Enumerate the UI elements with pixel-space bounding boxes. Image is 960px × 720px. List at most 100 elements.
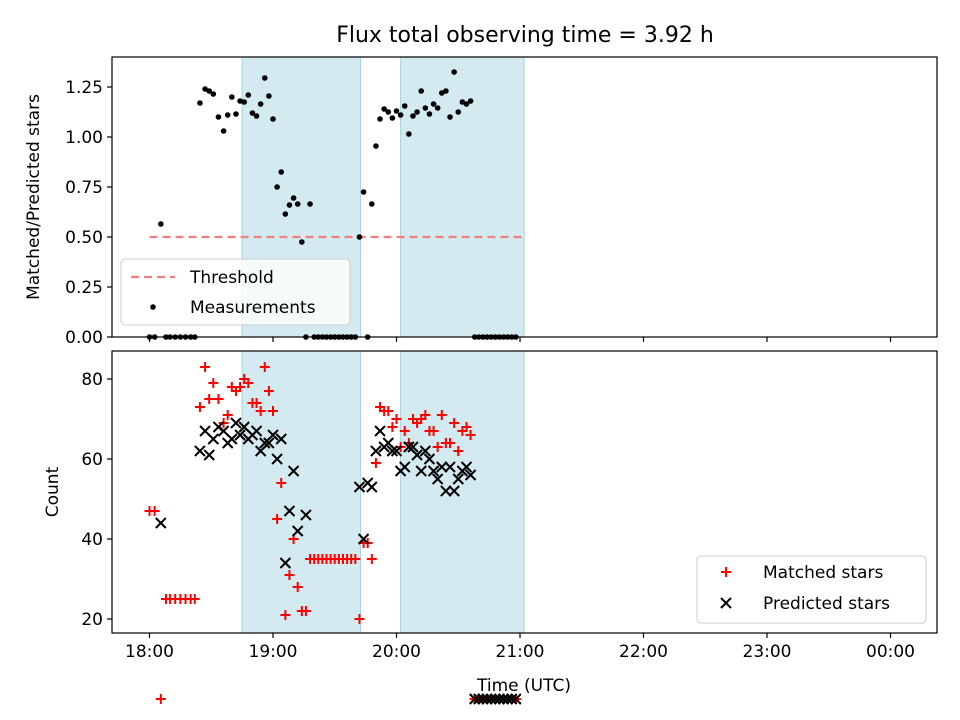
legend-matched-swatch	[721, 567, 731, 577]
measurement-point	[414, 109, 420, 115]
matched-star-marker	[428, 426, 439, 436]
shaded-region-1	[241, 350, 361, 634]
measurement-point	[463, 101, 470, 107]
y-tick-label: 60	[81, 450, 103, 470]
chart-title: Flux total observing time = 3.92 h	[336, 23, 714, 48]
x-tick-label: 21:00	[496, 642, 545, 662]
measurement-point	[406, 131, 412, 137]
matched-star-marker	[243, 378, 254, 388]
matched-star-marker	[149, 506, 160, 516]
matched-star-marker	[276, 478, 287, 488]
measurement-point	[451, 69, 457, 75]
measurement-point	[220, 128, 227, 134]
y-tick-label: 0.50	[65, 228, 103, 248]
predicted-star-marker	[460, 461, 473, 473]
measurement-point	[373, 143, 379, 149]
y-tick-label: 0.25	[65, 278, 103, 298]
predicted-star-marker	[493, 693, 506, 705]
legend-threshold-label: Threshold	[189, 268, 274, 288]
measurement-point	[294, 201, 301, 207]
predicted-star-marker	[226, 433, 238, 445]
predicted-star-marker	[275, 433, 287, 445]
legend-predicted-swatch	[720, 597, 732, 609]
measurement-point	[389, 115, 396, 121]
predicted-star-marker	[411, 449, 423, 461]
measurement-point	[418, 88, 425, 94]
measurement-point	[274, 184, 280, 190]
matched-star-marker	[354, 614, 365, 624]
measurement-point	[434, 105, 441, 111]
measurement-point	[381, 106, 387, 112]
matched-star-marker	[436, 410, 447, 420]
panel-1-legend: Threshold Measurements	[120, 258, 351, 326]
predicted-star-marker	[485, 693, 497, 705]
predicted-star-marker	[203, 449, 215, 461]
predicted-star-marker	[444, 461, 456, 473]
matched-star-marker	[263, 386, 274, 396]
measurement-point	[356, 234, 363, 240]
matched-star-marker	[255, 406, 266, 416]
matched-star-marker	[268, 406, 278, 416]
matched-star-marker	[251, 398, 262, 408]
predicted-star-marker	[353, 481, 366, 493]
measurement-point	[245, 92, 252, 98]
x-tick-label: 23:00	[743, 642, 792, 662]
predicted-star-marker	[263, 437, 275, 449]
panel-2-legend: Matched stars Predicted stars	[696, 555, 927, 624]
legend-measurements-label: Measurements	[190, 298, 316, 318]
panel-1-x-ticks	[148, 337, 892, 342]
predicted-star-marker	[448, 485, 460, 497]
measurement-point	[282, 211, 289, 217]
legend-predicted-label: Predicted stars	[763, 594, 890, 614]
predicted-star-marker	[230, 417, 242, 429]
x-tick-label: 18:00	[125, 642, 174, 662]
panel-2-y-ticks: 20 40 60 80	[81, 370, 112, 630]
matched-star-marker	[155, 694, 166, 704]
matched-star-marker	[292, 582, 303, 592]
measurement-point	[385, 109, 392, 115]
predicted-star-marker	[250, 425, 263, 437]
y-tick-label: 1.00	[65, 128, 103, 148]
predicted-star-marker	[234, 429, 246, 441]
matched-star-marker	[461, 422, 472, 432]
matched-star-marker	[445, 438, 456, 448]
predicted-star-marker	[440, 485, 452, 497]
predicted-star-marker	[407, 441, 419, 453]
predicted-star-marker	[431, 473, 444, 485]
predicted-star-marker	[436, 461, 448, 473]
predicted-star-marker	[390, 445, 403, 457]
measurement-point	[253, 113, 260, 119]
matched-star-marker	[449, 418, 460, 428]
legend-matched-label: Matched stars	[763, 563, 883, 583]
predicted-star-marker	[386, 445, 399, 457]
matched-star-marker	[453, 446, 464, 456]
y-tick-label: 20	[81, 610, 103, 630]
predicted-star-marker	[497, 693, 510, 705]
panel-2-legend-box	[696, 555, 927, 624]
legend-measurements-swatch	[150, 304, 156, 310]
matched-star-marker	[200, 362, 211, 372]
matched-star-marker	[370, 458, 381, 468]
matched-star-marker	[208, 378, 219, 388]
y-tick-label: 0.75	[65, 178, 103, 198]
predicted-star-marker	[155, 517, 167, 529]
measurement-point	[393, 108, 400, 114]
matched-star-marker	[387, 422, 398, 432]
matched-star-marker	[280, 610, 291, 620]
measurement-point	[467, 98, 474, 104]
matched-star-marker	[432, 442, 443, 452]
panel-2-shaded-regions	[241, 350, 525, 634]
measurement-point	[229, 94, 235, 100]
measurement-point	[299, 239, 305, 245]
measurement-point	[455, 109, 462, 115]
predicted-star-marker	[501, 693, 514, 705]
measurement-point	[210, 91, 217, 97]
predicted-star-marker	[469, 693, 481, 705]
measurement-point	[215, 114, 222, 120]
matched-star-marker	[391, 414, 402, 424]
panel-2-y-axis-label: Count	[43, 466, 63, 517]
predicted-star-marker	[415, 465, 427, 477]
panel-1-legend-box	[120, 258, 351, 326]
y-tick-label: 1.25	[65, 78, 103, 98]
predicted-star-marker	[477, 693, 489, 705]
